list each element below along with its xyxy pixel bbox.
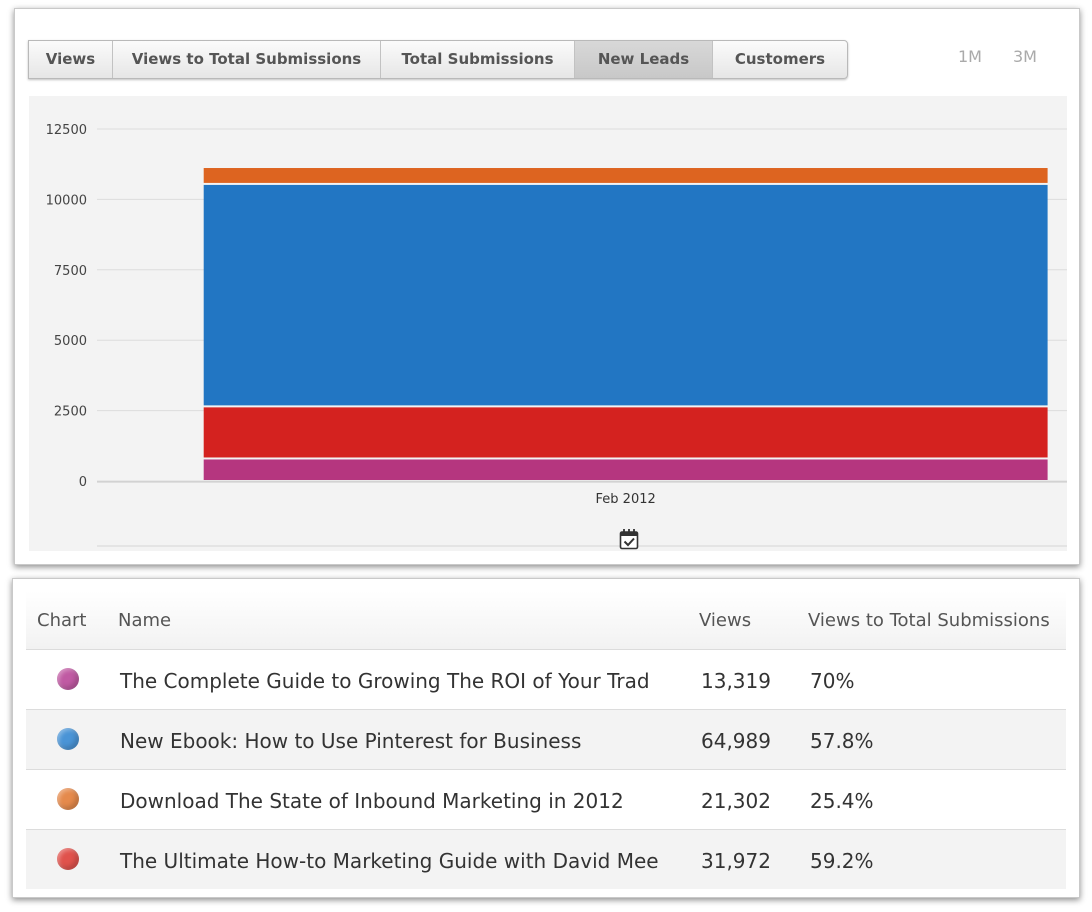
y-tick-label: 0 — [79, 475, 87, 490]
col-header-views[interactable]: Views — [699, 610, 752, 631]
bar-segment — [203, 407, 1048, 458]
y-tick-label: 12500 — [46, 123, 87, 138]
col-header-views-to-total-submissions[interactable]: Views to Total Submissions — [808, 610, 1050, 631]
plot-area: 0 2500 5000 7500 10000 12500 Feb 2012 — [29, 96, 1067, 551]
row-ratio: 70% — [810, 669, 855, 693]
row-name: The Complete Guide to Growing The ROI of… — [120, 669, 650, 693]
tab-total-submissions[interactable]: Total Submissions — [381, 41, 575, 78]
bar-segment — [203, 184, 1048, 406]
campaign-table: Chart Name Views Views to Total Submissi… — [12, 578, 1080, 898]
bar-segment — [203, 168, 1048, 183]
row-views: 13,319 — [701, 669, 771, 693]
y-tick-label: 10000 — [46, 193, 87, 208]
row-ratio: 59.2% — [810, 849, 874, 873]
range-1m-button[interactable]: 1M — [958, 47, 982, 66]
col-header-chart[interactable]: Chart — [37, 610, 87, 631]
row-name: New Ebook: How to Use Pinterest for Busi… — [120, 729, 582, 753]
tab-customers[interactable]: Customers — [734, 50, 826, 68]
x-tick-label: Feb 2012 — [596, 492, 656, 507]
table-row[interactable]: The Complete Guide to Growing The ROI of… — [26, 650, 1066, 710]
table-row[interactable]: The Ultimate How-to Marketing Guide with… — [26, 830, 1066, 889]
series-color-dot[interactable] — [57, 788, 79, 810]
table-row[interactable]: New Ebook: How to Use Pinterest for Busi… — [26, 710, 1066, 770]
tab-new-leads[interactable]: New Leads — [575, 41, 713, 78]
series-color-dot[interactable] — [57, 728, 79, 750]
series-color-dot[interactable] — [57, 848, 79, 870]
tab-views-to-total-submissions[interactable]: Views to Total Submissions — [113, 41, 381, 78]
row-name: Download The State of Inbound Marketing … — [120, 789, 624, 813]
table-row[interactable]: Download The State of Inbound Marketing … — [26, 770, 1066, 830]
col-header-name[interactable]: Name — [118, 610, 172, 631]
table-header: Chart Name Views Views to Total Submissi… — [26, 591, 1066, 650]
tab-views[interactable]: Views — [29, 41, 113, 78]
y-tick-label: 2500 — [54, 405, 87, 420]
row-ratio: 57.8% — [810, 729, 874, 753]
row-ratio: 25.4% — [810, 789, 874, 813]
y-tick-label: 7500 — [54, 264, 87, 279]
metric-tabs: Views Views to Total Submissions Total S… — [28, 40, 848, 79]
stacked-bar-chart: 0 2500 5000 7500 10000 12500 Feb 2012 — [46, 123, 1067, 547]
y-tick-label: 5000 — [54, 334, 87, 349]
range-3m-button[interactable]: 3M — [1013, 47, 1037, 66]
row-views: 21,302 — [701, 789, 771, 813]
row-name: The Ultimate How-to Marketing Guide with… — [120, 849, 659, 873]
row-views: 31,972 — [701, 849, 771, 873]
chart-panel: Views Views to Total Submissions Total S… — [14, 8, 1080, 565]
row-views: 64,989 — [701, 729, 771, 753]
calendar-icon[interactable] — [619, 528, 639, 550]
series-color-dot[interactable] — [57, 668, 79, 690]
bar-segment — [203, 459, 1048, 480]
